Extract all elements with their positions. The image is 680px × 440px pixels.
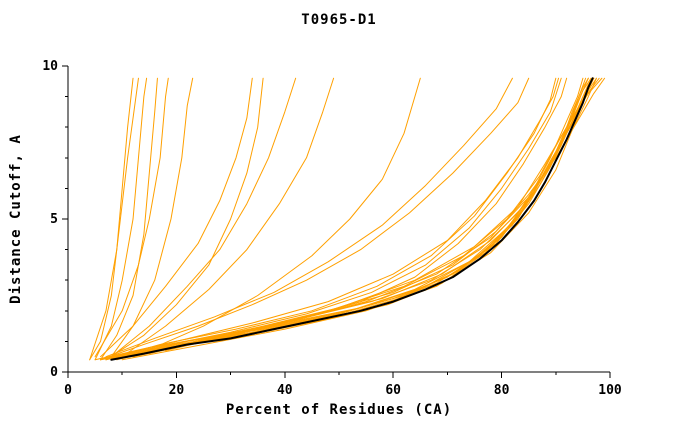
model-line [89,77,139,361]
model-line [110,77,297,358]
x-tick-label: 40 [277,383,293,398]
model-line [94,77,169,358]
y-tick-label: 0 [50,365,58,380]
model-line [105,77,513,358]
model-line [121,77,597,361]
model-line [105,77,264,361]
model-line [89,77,134,361]
model-line [165,77,606,352]
model-line [100,77,562,361]
model-line [100,77,530,361]
y-axis-label: Distance Cutoff, A [8,134,24,304]
chart-title: T0965-D1 [301,12,377,28]
model-line [148,77,600,355]
x-tick-label: 20 [169,383,185,398]
y-tick-label: 5 [50,212,58,227]
model-line [110,77,560,358]
highlighted-model-line [110,77,594,361]
x-tick-label: 100 [598,383,622,398]
model-line [132,77,421,358]
x-axis-label: Percent of Residues (CA) [225,402,453,418]
model-line [154,77,603,352]
y-tick-label: 10 [42,59,58,74]
model-line [137,77,597,355]
model-line [121,77,335,358]
model-line [94,77,148,361]
model-line [100,77,158,361]
x-tick-label: 0 [64,383,72,398]
model-line [94,77,568,361]
model-line [105,77,557,361]
model-line [110,77,194,358]
x-tick-label: 60 [385,383,401,398]
x-tick-label: 80 [494,383,510,398]
model-line [100,77,253,358]
